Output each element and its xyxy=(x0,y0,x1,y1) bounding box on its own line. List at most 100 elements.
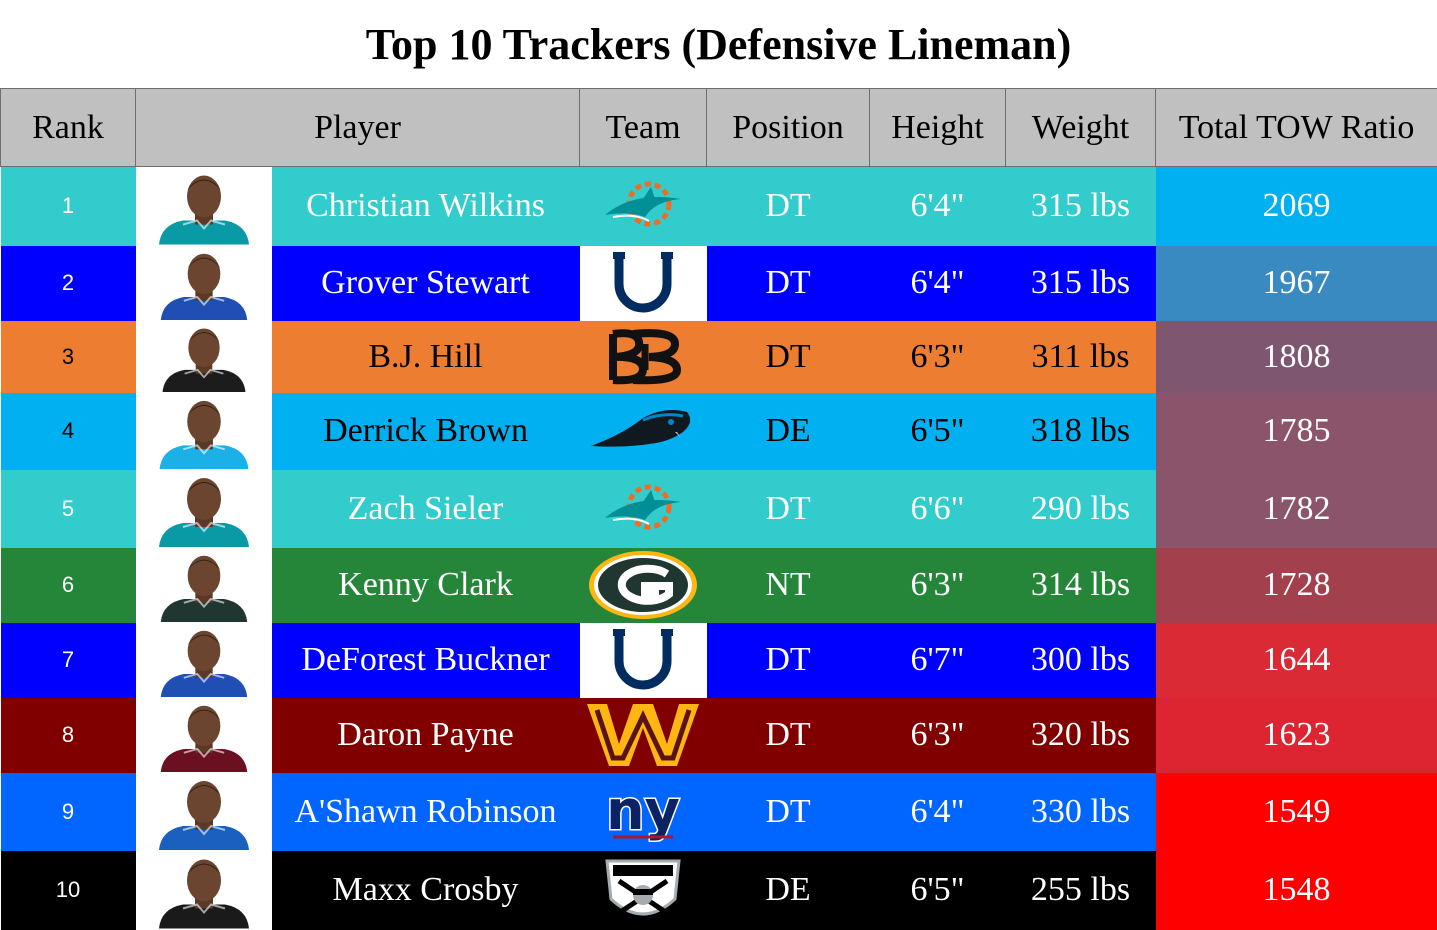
height-cell: 6'5" xyxy=(870,851,1006,930)
player-headshot-icon xyxy=(149,774,259,850)
height-cell: 6'4" xyxy=(870,773,1006,851)
dolphins-logo xyxy=(583,474,703,544)
team-logo-cell xyxy=(580,851,707,930)
weight-cell: 300 lbs xyxy=(1006,623,1156,698)
position-cell: DT xyxy=(707,698,870,773)
commanders-logo xyxy=(583,700,703,770)
svg-text:ny: ny xyxy=(606,779,680,842)
player-photo-cell xyxy=(136,393,272,470)
rank-cell: 2 xyxy=(1,246,136,321)
team-logo-cell xyxy=(580,393,707,470)
raiders-logo xyxy=(583,855,703,925)
team-logo-cell xyxy=(580,246,707,321)
position-cell: DT xyxy=(707,246,870,321)
player-name-cell: DeForest Buckner xyxy=(272,623,580,698)
team-logo-cell xyxy=(580,548,707,623)
ratio-cell: 1728 xyxy=(1156,548,1437,623)
rank-cell: 4 xyxy=(1,393,136,470)
ratio-cell: 1623 xyxy=(1156,698,1437,773)
player-name-cell: B.J. Hill xyxy=(272,321,580,393)
rank-cell: 5 xyxy=(1,470,136,548)
player-name-cell: Kenny Clark xyxy=(272,548,580,623)
player-headshot-icon xyxy=(149,699,259,772)
weight-cell: 330 lbs xyxy=(1006,773,1156,851)
ratio-cell: 1782 xyxy=(1156,470,1437,548)
header-ratio: Total TOW Ratio xyxy=(1156,89,1437,167)
header-position: Position xyxy=(707,89,870,167)
giants-logo: ny xyxy=(583,777,703,847)
player-headshot-icon xyxy=(149,247,259,320)
team-logo-cell xyxy=(580,698,707,773)
ratio-cell: 1549 xyxy=(1156,773,1437,851)
player-photo-cell xyxy=(136,167,272,246)
player-headshot-icon xyxy=(149,471,259,547)
weight-cell: 320 lbs xyxy=(1006,698,1156,773)
weight-cell: 318 lbs xyxy=(1006,393,1156,470)
height-cell: 6'7" xyxy=(870,623,1006,698)
player-photo-cell xyxy=(136,321,272,393)
header-rank: Rank xyxy=(1,89,136,167)
header-height: Height xyxy=(870,89,1006,167)
rank-cell: 8 xyxy=(1,698,136,773)
player-name-cell: Zach Sieler xyxy=(272,470,580,548)
height-cell: 6'6" xyxy=(870,470,1006,548)
rank-cell: 3 xyxy=(1,321,136,393)
header-team: Team xyxy=(580,89,707,167)
player-name-cell: Daron Payne xyxy=(272,698,580,773)
player-photo-cell xyxy=(136,773,272,851)
position-cell: DE xyxy=(707,851,870,930)
rank-cell: 7 xyxy=(1,623,136,698)
player-headshot-icon xyxy=(149,168,259,245)
team-logo-cell: ny xyxy=(580,773,707,851)
rank-cell: 10 xyxy=(1,851,136,930)
ratio-cell: 1548 xyxy=(1156,851,1437,930)
player-name-cell: A'Shawn Robinson xyxy=(272,773,580,851)
team-logo-cell xyxy=(580,623,707,698)
player-photo-cell xyxy=(136,623,272,698)
panthers-logo xyxy=(583,396,703,466)
position-cell: DT xyxy=(707,321,870,393)
player-name-cell: Grover Stewart xyxy=(272,246,580,321)
height-cell: 6'4" xyxy=(870,246,1006,321)
rank-cell: 6 xyxy=(1,548,136,623)
weight-cell: 315 lbs xyxy=(1006,246,1156,321)
height-cell: 6'3" xyxy=(870,321,1006,393)
height-cell: 6'3" xyxy=(870,548,1006,623)
packers-logo xyxy=(583,550,703,620)
colts-logo xyxy=(583,248,703,318)
colts-logo xyxy=(583,625,703,695)
header-player: Player xyxy=(136,89,580,167)
position-cell: DT xyxy=(707,773,870,851)
position-cell: DT xyxy=(707,623,870,698)
weight-cell: 314 lbs xyxy=(1006,548,1156,623)
position-cell: DT xyxy=(707,167,870,246)
weight-cell: 311 lbs xyxy=(1006,321,1156,393)
player-photo-cell xyxy=(136,698,272,773)
ratio-cell: 2069 xyxy=(1156,167,1437,246)
player-name-cell: Maxx Crosby xyxy=(272,851,580,930)
dolphins-logo xyxy=(583,171,703,241)
player-headshot-icon xyxy=(149,322,259,392)
player-name-cell: Derrick Brown xyxy=(272,393,580,470)
player-headshot-icon xyxy=(149,624,259,697)
bengals-logo xyxy=(583,322,703,392)
player-photo-cell xyxy=(136,246,272,321)
player-headshot-icon xyxy=(149,852,259,929)
weight-cell: 315 lbs xyxy=(1006,167,1156,246)
position-cell: DT xyxy=(707,470,870,548)
ratio-cell: 1967 xyxy=(1156,246,1437,321)
page-title: Top 10 Trackers (Defensive Lineman) xyxy=(0,0,1437,88)
team-logo-cell xyxy=(580,167,707,246)
position-cell: DE xyxy=(707,393,870,470)
rank-cell: 1 xyxy=(1,167,136,246)
player-photo-cell xyxy=(136,470,272,548)
player-photo-cell xyxy=(136,548,272,623)
ratio-cell: 1808 xyxy=(1156,321,1437,393)
